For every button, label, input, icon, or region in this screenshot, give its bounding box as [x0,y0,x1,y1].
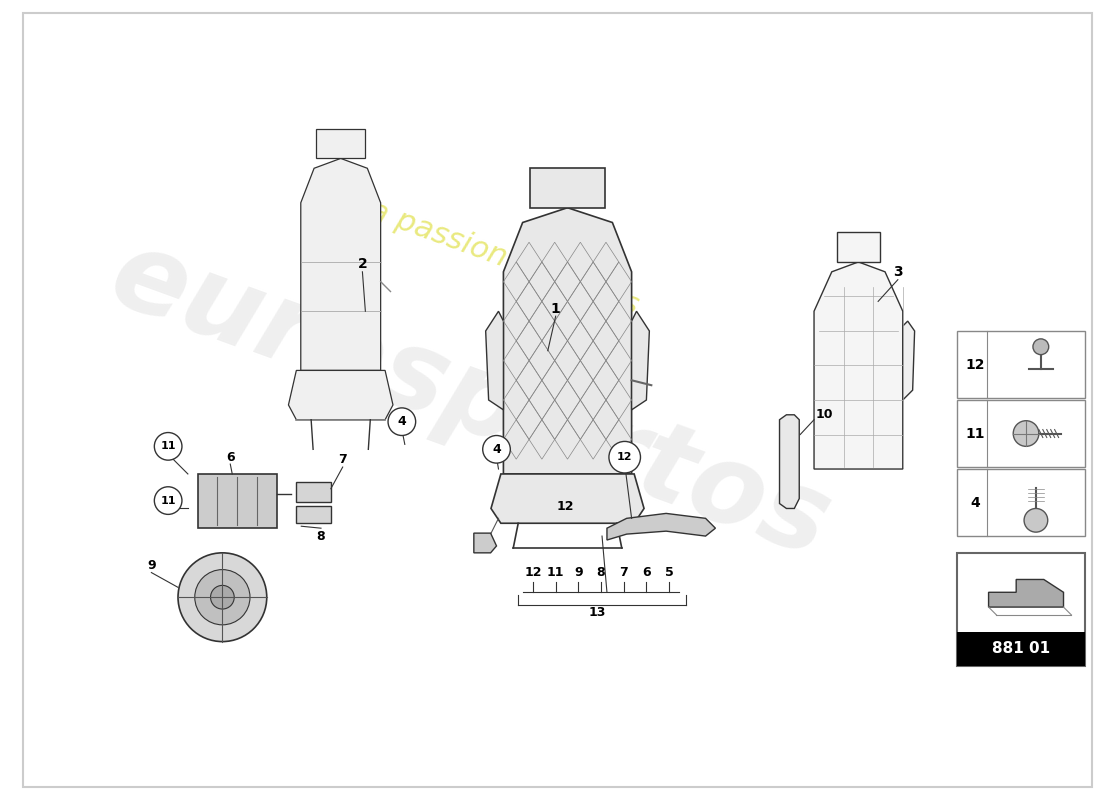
Polygon shape [288,370,393,420]
Text: 5: 5 [664,566,673,579]
Text: eurospartos: eurospartos [97,220,845,580]
FancyBboxPatch shape [957,331,1086,398]
Circle shape [154,486,182,514]
Polygon shape [607,514,715,540]
Text: 11: 11 [965,426,985,441]
Polygon shape [530,168,605,208]
FancyBboxPatch shape [957,553,1086,666]
Text: 881 01: 881 01 [992,642,1050,657]
Text: 6: 6 [642,566,651,579]
Text: 4: 4 [492,443,500,456]
Text: 8: 8 [596,566,605,579]
Polygon shape [504,208,631,474]
Text: 12: 12 [557,500,574,513]
Polygon shape [486,311,504,410]
Circle shape [388,408,416,435]
Circle shape [210,586,234,609]
Polygon shape [780,414,800,509]
Polygon shape [989,579,1064,607]
Polygon shape [198,474,276,528]
Polygon shape [814,262,903,469]
Circle shape [154,433,182,460]
Text: 11: 11 [547,566,564,579]
Circle shape [178,553,267,642]
Text: 12: 12 [525,566,542,579]
Polygon shape [296,482,331,502]
FancyBboxPatch shape [957,632,1086,666]
Text: 9: 9 [574,566,583,579]
Polygon shape [903,321,914,400]
Circle shape [1013,421,1038,446]
Text: 12: 12 [965,358,985,371]
Text: 9: 9 [147,559,156,572]
Text: 2: 2 [358,257,367,271]
Text: 1: 1 [551,302,561,316]
Text: a passion for parts: a passion for parts [365,196,642,320]
Polygon shape [316,129,365,158]
Polygon shape [837,232,880,262]
Circle shape [1033,339,1048,354]
Text: 3: 3 [893,265,903,279]
Text: 7: 7 [619,566,628,579]
Text: 13: 13 [588,606,606,618]
Text: 10: 10 [815,408,833,422]
Text: 7: 7 [339,453,348,466]
Polygon shape [491,474,644,523]
Polygon shape [296,506,331,523]
Text: 8: 8 [317,530,326,542]
Text: 12: 12 [617,452,632,462]
Text: 11: 11 [161,442,176,451]
Text: 6: 6 [226,450,234,464]
Text: 11: 11 [161,495,176,506]
FancyBboxPatch shape [957,400,1086,467]
Circle shape [1024,509,1047,532]
Circle shape [195,570,250,625]
Polygon shape [474,533,496,553]
Circle shape [609,442,640,473]
Polygon shape [631,311,649,410]
FancyBboxPatch shape [957,469,1086,536]
Text: 4: 4 [397,415,406,428]
Polygon shape [300,158,381,370]
Circle shape [483,435,510,463]
Text: 4: 4 [970,495,980,510]
